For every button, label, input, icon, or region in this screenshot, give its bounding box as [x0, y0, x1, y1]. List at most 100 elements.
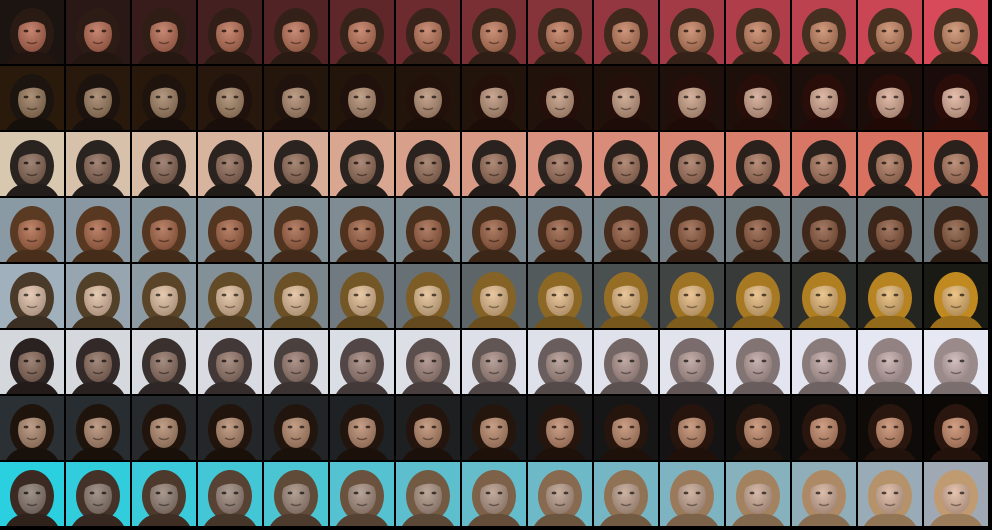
- eye-shape: [563, 95, 569, 99]
- mouth-shape: [290, 107, 302, 111]
- face-thumbnail: [924, 462, 988, 526]
- face-thumbnail: [330, 396, 394, 460]
- eye-shape: [419, 491, 425, 495]
- face-shape: [810, 478, 838, 514]
- fringe-shape: [545, 342, 576, 358]
- fringe-shape: [347, 144, 378, 160]
- mouth-shape: [92, 305, 104, 309]
- face-thumbnail: [264, 198, 328, 262]
- face-thumbnail: [396, 198, 460, 262]
- shoulders-shape: [270, 249, 322, 262]
- mouth-shape: [224, 173, 236, 177]
- eye-shape: [101, 29, 107, 33]
- face-thumbnail: [528, 66, 592, 130]
- eye-shape: [749, 359, 755, 363]
- eye-shape: [695, 29, 701, 33]
- eye-shape: [89, 227, 95, 231]
- shoulders-shape: [930, 381, 982, 394]
- face-thumbnail: [66, 462, 130, 526]
- eye-shape: [299, 491, 305, 495]
- face-shape: [876, 82, 904, 118]
- face-shape: [810, 214, 838, 250]
- fringe-shape: [941, 78, 972, 94]
- face-shape: [678, 412, 706, 448]
- shoulders-shape: [204, 513, 256, 526]
- eye-shape: [959, 29, 965, 33]
- eye-shape: [827, 95, 833, 99]
- mouth-shape: [818, 371, 830, 375]
- shoulders-shape: [6, 183, 58, 196]
- mouth-shape: [422, 371, 434, 375]
- fringe-shape: [941, 474, 972, 490]
- eye-shape: [155, 95, 161, 99]
- mouth-shape: [554, 437, 566, 441]
- face-shape: [84, 280, 112, 316]
- shoulders-shape: [336, 117, 388, 130]
- mouth-shape: [356, 437, 368, 441]
- mouth-shape: [884, 437, 896, 441]
- mouth-shape: [620, 503, 632, 507]
- face-thumbnail: [858, 396, 922, 460]
- eye-shape: [815, 29, 821, 33]
- face-thumbnail: [726, 396, 790, 460]
- mouth-shape: [752, 173, 764, 177]
- face-thumbnail: [594, 264, 658, 328]
- mouth-shape: [686, 437, 698, 441]
- eye-shape: [497, 425, 503, 429]
- face-shape: [480, 346, 508, 382]
- shoulders-shape: [798, 315, 850, 328]
- face-shape: [876, 16, 904, 52]
- face-shape: [480, 412, 508, 448]
- face-thumbnail: [66, 198, 130, 262]
- shoulders-shape: [732, 447, 784, 460]
- shoulders-shape: [798, 381, 850, 394]
- face-thumbnail: [396, 264, 460, 328]
- fringe-shape: [809, 408, 840, 424]
- face-shape: [942, 16, 970, 52]
- mouth-shape: [422, 239, 434, 243]
- eye-shape: [485, 359, 491, 363]
- face-thumbnail: [132, 396, 196, 460]
- fringe-shape: [413, 276, 444, 292]
- fringe-shape: [149, 78, 180, 94]
- face-thumbnail: [396, 132, 460, 196]
- eye-shape: [749, 161, 755, 165]
- eye-shape: [419, 227, 425, 231]
- eye-shape: [881, 293, 887, 297]
- shoulders-shape: [666, 513, 718, 526]
- eye-shape: [167, 95, 173, 99]
- eye-shape: [551, 95, 557, 99]
- mouth-shape: [950, 371, 962, 375]
- shoulders-shape: [732, 513, 784, 526]
- eye-shape: [233, 425, 239, 429]
- eye-shape: [419, 359, 425, 363]
- face-shape: [84, 82, 112, 118]
- eye-shape: [947, 491, 953, 495]
- eye-shape: [431, 29, 437, 33]
- face-shape: [744, 478, 772, 514]
- face-shape: [348, 148, 376, 184]
- face-shape: [612, 280, 640, 316]
- face-shape: [612, 346, 640, 382]
- face-thumbnail: [528, 198, 592, 262]
- face-shape: [744, 346, 772, 382]
- fringe-shape: [743, 408, 774, 424]
- eye-shape: [299, 359, 305, 363]
- eye-shape: [563, 359, 569, 363]
- shoulders-shape: [930, 315, 982, 328]
- face-thumbnail: [792, 66, 856, 130]
- fringe-shape: [215, 474, 246, 490]
- shoulders-shape: [6, 447, 58, 460]
- face-thumbnail: [924, 330, 988, 394]
- shoulders-shape: [72, 249, 124, 262]
- shoulders-shape: [534, 117, 586, 130]
- face-shape: [282, 412, 310, 448]
- shoulders-shape: [270, 447, 322, 460]
- face-thumbnail: [924, 66, 988, 130]
- shoulders-shape: [402, 183, 454, 196]
- mouth-shape: [554, 107, 566, 111]
- eye-shape: [893, 491, 899, 495]
- fringe-shape: [413, 342, 444, 358]
- eye-shape: [761, 227, 767, 231]
- fringe-shape: [545, 408, 576, 424]
